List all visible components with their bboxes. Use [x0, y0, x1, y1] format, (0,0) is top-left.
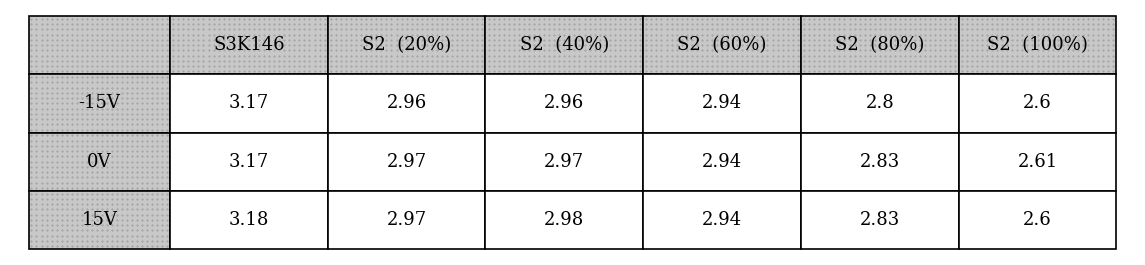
Bar — [643, 16, 801, 74]
Text: 2.98: 2.98 — [544, 211, 584, 229]
Bar — [29, 74, 169, 132]
Bar — [958, 132, 1116, 191]
Bar — [169, 191, 327, 249]
Text: 2.97: 2.97 — [387, 211, 427, 229]
Bar — [958, 191, 1116, 249]
Bar — [485, 74, 643, 132]
Text: S2  (60%): S2 (60%) — [678, 36, 767, 54]
Text: 2.96: 2.96 — [544, 94, 584, 112]
Text: -15V: -15V — [78, 94, 120, 112]
Text: 0V: 0V — [87, 153, 111, 171]
Text: 2.83: 2.83 — [860, 211, 900, 229]
Text: 2.61: 2.61 — [1018, 153, 1058, 171]
Text: 3.17: 3.17 — [229, 94, 269, 112]
Bar — [327, 191, 485, 249]
Text: 2.97: 2.97 — [387, 153, 427, 171]
Bar — [29, 191, 169, 249]
Bar — [958, 16, 1116, 74]
Text: 2.6: 2.6 — [1024, 211, 1052, 229]
Text: 2.97: 2.97 — [544, 153, 584, 171]
Bar — [643, 74, 801, 132]
Bar — [802, 16, 958, 74]
Bar — [643, 191, 801, 249]
Bar — [169, 16, 327, 74]
Text: 3.17: 3.17 — [229, 153, 269, 171]
Text: 2.83: 2.83 — [860, 153, 900, 171]
Bar — [485, 191, 643, 249]
Text: 2.6: 2.6 — [1024, 94, 1052, 112]
Bar — [643, 132, 801, 191]
Bar — [958, 74, 1116, 132]
Bar — [29, 132, 169, 191]
Text: 2.8: 2.8 — [866, 94, 894, 112]
Bar — [485, 132, 643, 191]
Bar — [327, 16, 485, 74]
Bar — [29, 16, 169, 74]
Bar — [169, 132, 327, 191]
Text: 2.94: 2.94 — [702, 153, 742, 171]
Bar — [802, 132, 958, 191]
Text: 2.94: 2.94 — [702, 94, 742, 112]
Bar — [802, 74, 958, 132]
Bar — [327, 132, 485, 191]
Text: 2.94: 2.94 — [702, 211, 742, 229]
Text: 2.96: 2.96 — [387, 94, 427, 112]
Text: 3.18: 3.18 — [229, 211, 269, 229]
Text: S3K146: S3K146 — [213, 36, 285, 54]
Bar — [802, 191, 958, 249]
Text: S2  (20%): S2 (20%) — [362, 36, 451, 54]
Bar — [485, 16, 643, 74]
Bar — [327, 74, 485, 132]
Text: S2  (100%): S2 (100%) — [987, 36, 1088, 54]
Text: S2  (40%): S2 (40%) — [520, 36, 609, 54]
Text: S2  (80%): S2 (80%) — [835, 36, 924, 54]
Text: 15V: 15V — [81, 211, 117, 229]
Bar — [169, 74, 327, 132]
